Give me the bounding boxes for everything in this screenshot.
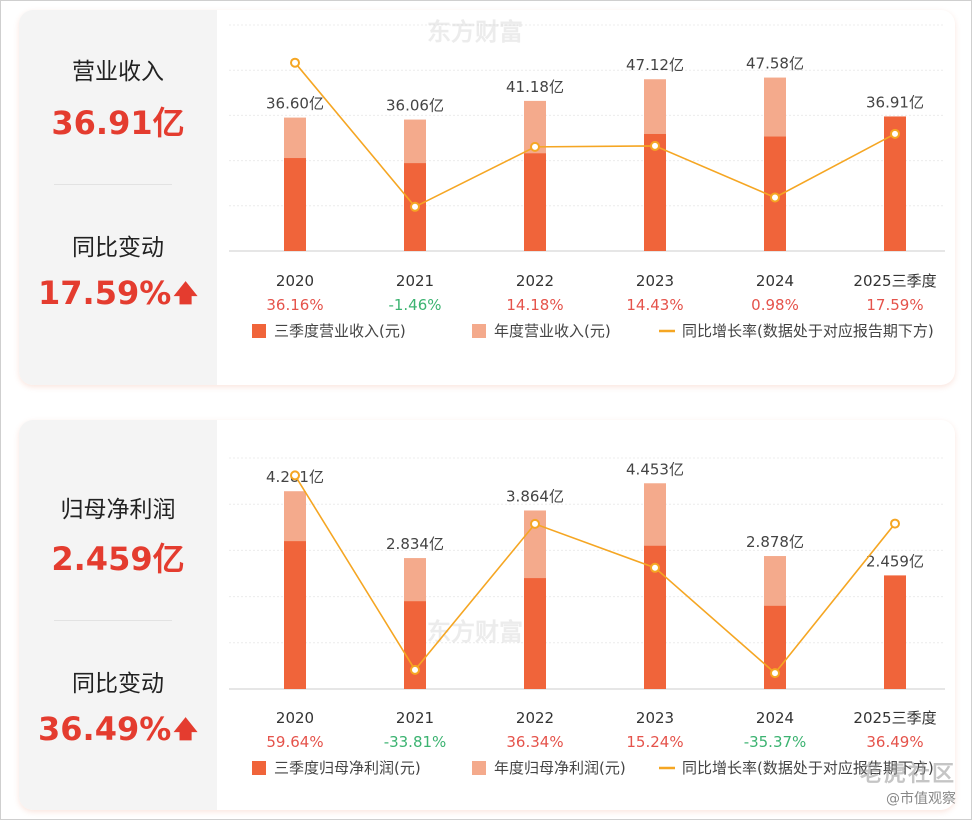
q3-bar (404, 601, 426, 689)
q3-bar (644, 545, 666, 689)
q3-bar (884, 575, 906, 689)
legend-q3-swatch (252, 324, 266, 338)
growth-point (530, 518, 540, 529)
legend-q3-label: 三季度营业收入(元) (274, 322, 406, 340)
q3-bar (644, 133, 666, 251)
legend-q3-label: 三季度归母净利润(元) (274, 759, 421, 777)
bar-value-label: 2.834亿 (386, 535, 444, 553)
up-arrow-icon: 🡅 (173, 279, 198, 307)
revenue-chart: 东方财富 36.60亿 36.06亿 41.18亿 47.12亿 47.58亿 36.91亿… (229, 18, 945, 340)
growth-point (770, 668, 780, 679)
growth-pct-label: 36.49% (866, 733, 923, 751)
growth-pct-label: 14.43% (626, 296, 683, 314)
growth-pct-label: 36.34% (506, 733, 563, 751)
bar-value-label: 2.878亿 (746, 533, 804, 551)
legend-annual-swatch (472, 761, 486, 775)
q3-bar (524, 578, 546, 689)
growth-pct-label: 15.24% (626, 733, 683, 751)
growth-line (294, 62, 896, 208)
growth-pct-label: -33.81% (384, 733, 447, 751)
growth-point (890, 518, 900, 529)
chart-watermark: 东方财富 (427, 18, 523, 46)
x-tick-label: 2021 (396, 272, 434, 290)
net-profit-summary: 归母净利润 2.459亿 同比变动 36.49%🡅 (19, 420, 217, 810)
growth-line (294, 474, 896, 675)
growth-pct-label: 17.59% (866, 296, 923, 314)
divider (54, 620, 172, 621)
bar-value-label: 36.91亿 (866, 93, 924, 111)
growth-point (650, 562, 660, 573)
chart-watermark: 东方财富 (427, 618, 523, 646)
bar-value-label: 4.453亿 (626, 460, 684, 478)
x-tick-label: 2022 (516, 709, 554, 727)
metric-value: 36.91亿 (51, 104, 185, 142)
growth-pct-label: 59.64% (266, 733, 323, 751)
corner-watermark: 老虎社区 @市值观察 (860, 756, 956, 808)
legend-annual-label: 年度归母净利润(元) (494, 759, 626, 777)
legend-q3-swatch (252, 761, 266, 775)
legend-growth-label: 同比增长率(数据处于对应报告期下方) (682, 759, 934, 777)
x-tick-label: 2021 (396, 709, 434, 727)
growth-point (290, 470, 300, 481)
bar-value-label: 41.18亿 (506, 78, 564, 96)
metric-value: 2.459亿 (51, 540, 185, 578)
growth-pct-label: 36.16% (266, 296, 323, 314)
growth-pct-label: -1.46% (388, 296, 441, 314)
growth-point (530, 141, 540, 152)
x-tick-label: 2020 (276, 709, 314, 727)
x-tick-label: 2020 (276, 272, 314, 290)
change-value: 36.49% (38, 710, 172, 748)
bar-value-label: 3.864亿 (506, 487, 564, 505)
net-profit-chart: 东方财富4.281亿2.834亿3.864亿4.453亿2.878亿2.459亿… (229, 457, 945, 777)
revenue-panel: 营业收入 36.91亿 同比变动 17.59%🡅 东方财富 36.60亿 36.06… (19, 10, 955, 385)
bar-value-label: 36.06亿 (386, 97, 444, 115)
net-profit-panel: 归母净利润 2.459亿 同比变动 36.49%🡅 东方财富4.281亿2.83… (19, 420, 955, 810)
x-tick-label: 2022 (516, 272, 554, 290)
metric-label: 归母净利润 (60, 497, 176, 523)
growth-pct-label: -35.37% (744, 733, 807, 751)
change-label: 同比变动 (72, 671, 164, 697)
legend-annual-swatch (472, 324, 486, 338)
legend-growth-label: 同比增长率(数据处于对应报告期下方) (682, 322, 934, 340)
bar-value-label: 47.58亿 (746, 55, 804, 73)
change-value: 17.59% (38, 274, 172, 312)
metric-label: 营业收入 (72, 59, 164, 85)
growth-point (410, 664, 420, 675)
x-tick-label: 2025三季度 (853, 272, 936, 290)
x-tick-label: 2024 (756, 272, 794, 290)
change-label: 同比变动 (72, 235, 164, 261)
q3-bar (884, 116, 906, 252)
legend-annual-label: 年度营业收入(元) (494, 322, 611, 340)
growth-point (890, 128, 900, 139)
divider (54, 184, 172, 185)
revenue-summary: 营业收入 36.91亿 同比变动 17.59%🡅 (19, 10, 217, 385)
q3-bar (284, 541, 306, 689)
growth-pct-label: 14.18% (506, 296, 563, 314)
x-tick-label: 2025三季度 (853, 709, 936, 727)
up-arrow-icon: 🡅 (173, 715, 198, 743)
q3-bar (524, 153, 546, 251)
growth-point (290, 57, 300, 68)
growth-point (770, 192, 780, 203)
bar-value-label: 47.12亿 (626, 56, 684, 74)
change-value-row: 36.49%🡅 (19, 710, 217, 753)
x-tick-label: 2024 (756, 709, 794, 727)
x-tick-label: 2023 (636, 272, 674, 290)
growth-pct-label: 0.98% (751, 296, 799, 314)
q3-bar (284, 158, 306, 251)
watermark-line1: 老虎社区 (859, 762, 956, 787)
change-value-row: 17.59%🡅 (19, 274, 217, 317)
watermark-line2: @市值观察 (886, 791, 956, 807)
growth-point (650, 140, 660, 151)
bar-value-label: 36.60亿 (266, 95, 324, 113)
x-tick-label: 2023 (636, 709, 674, 727)
growth-point (410, 201, 420, 212)
bar-value-label: 2.459亿 (866, 552, 924, 570)
